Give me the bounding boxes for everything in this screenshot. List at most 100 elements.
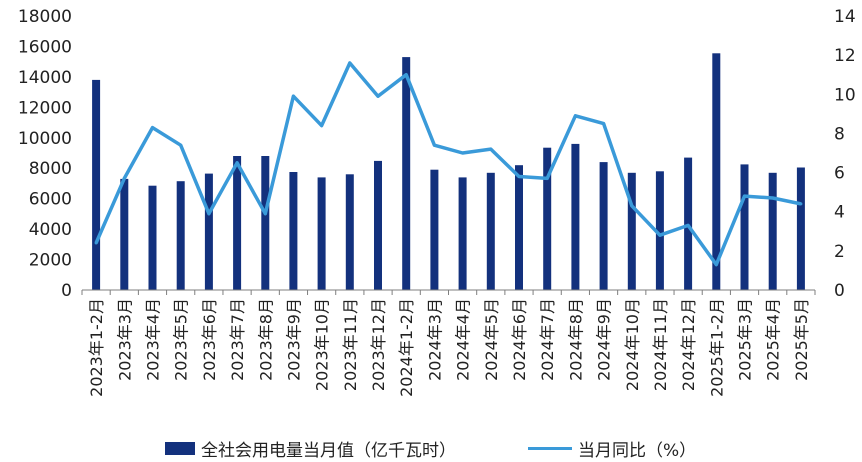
line-point <box>235 161 239 165</box>
x-tick-label: 2025年5月 <box>792 298 811 381</box>
bar <box>92 79 101 291</box>
line-point <box>320 124 324 128</box>
line-point <box>263 212 267 216</box>
bar <box>148 185 157 290</box>
legend-item-line: 当月同比（%） <box>528 436 696 461</box>
bar <box>655 171 664 290</box>
line-point <box>376 94 380 98</box>
y-left-tick-label: 12000 <box>18 98 72 118</box>
x-tick-label: 2024年7月 <box>538 298 557 381</box>
x-tick-label: 2023年1-2月 <box>87 298 106 397</box>
right-y-ticks: 0 2 4 6 8 10 12 14 <box>834 7 856 301</box>
line-point <box>207 212 211 216</box>
bar <box>345 174 354 290</box>
legend-line-label: 当月同比（%） <box>578 441 697 461</box>
x-tick-label: 2023年12月 <box>369 298 388 391</box>
y-right-tick-label: 10 <box>834 85 856 105</box>
line-point <box>573 114 577 118</box>
line-point <box>743 194 746 198</box>
line-point <box>291 94 295 98</box>
bar <box>796 167 805 290</box>
bar <box>571 143 580 290</box>
x-tick-label: 2023年11月 <box>341 298 360 391</box>
bar <box>486 172 495 290</box>
y-right-tick-label: 8 <box>834 124 845 144</box>
x-tick-label: 2024年11月 <box>651 298 670 391</box>
bar <box>233 156 242 290</box>
y-left-tick-label: 10000 <box>18 129 72 149</box>
bar <box>712 53 721 290</box>
line-point <box>799 202 803 206</box>
bar <box>374 160 382 290</box>
x-tick-label: 2024年4月 <box>454 298 473 381</box>
bar <box>317 177 326 290</box>
bar <box>261 156 270 290</box>
bar <box>430 169 439 290</box>
line-point <box>545 176 549 180</box>
line-point <box>714 263 718 267</box>
y-left-tick-label: 18000 <box>18 7 72 27</box>
line-series <box>94 61 803 267</box>
legend: 全社会用电量当月值（亿千瓦时） 当月同比（%） <box>0 432 862 461</box>
y-right-tick-label: 12 <box>834 46 856 66</box>
bar <box>515 165 523 290</box>
x-tick-label: 2024年10月 <box>623 298 642 391</box>
x-tick-label: 2023年5月 <box>172 298 191 381</box>
x-tick-label: 2023年6月 <box>200 298 219 381</box>
line-point <box>517 175 521 178</box>
y-right-tick-label: 6 <box>834 164 845 184</box>
y-left-tick-label: 6000 <box>29 190 72 210</box>
x-tick-label: 2023年8月 <box>256 298 275 381</box>
bar <box>768 172 777 290</box>
line-point <box>432 143 436 147</box>
x-tick-label: 2025年3月 <box>736 298 755 381</box>
line-point <box>771 196 775 200</box>
x-tick-label: 2024年9月 <box>595 298 614 381</box>
x-tick-label: 2023年4月 <box>144 298 163 381</box>
y-left-tick-label: 16000 <box>18 37 72 57</box>
line-point <box>686 223 690 227</box>
x-tick-label: 2024年5月 <box>482 298 501 381</box>
bar <box>599 162 608 290</box>
y-right-tick-label: 0 <box>834 281 845 301</box>
y-left-tick-label: 14000 <box>18 68 72 88</box>
y-left-tick-label: 8000 <box>29 159 72 179</box>
line-point <box>461 151 465 155</box>
x-tick-label: 2024年8月 <box>566 298 585 381</box>
line-point <box>348 61 352 65</box>
legend-item-bar: 全社会用电量当月值（亿千瓦时） <box>165 436 456 461</box>
bar <box>289 172 298 290</box>
line-point <box>658 233 662 237</box>
x-tick-label: 2024年6月 <box>510 298 529 381</box>
y-right-tick-label: 14 <box>834 7 856 27</box>
x-tick-label: 2025年1-2月 <box>707 298 726 397</box>
bar <box>627 172 636 290</box>
legend-bar-swatch <box>165 442 195 455</box>
y-left-tick-label: 0 <box>61 281 72 301</box>
legend-line-swatch <box>528 447 572 450</box>
y-left-tick-label: 4000 <box>29 220 72 240</box>
line-point <box>179 143 183 147</box>
bar <box>740 164 749 290</box>
x-tick-label: 2023年7月 <box>228 298 247 381</box>
line-point <box>404 73 408 77</box>
y-right-tick-label: 4 <box>834 203 845 223</box>
bar <box>543 147 552 290</box>
x-tick-label: 2023年9月 <box>284 298 303 381</box>
line-point <box>151 126 154 130</box>
x-tick-label: 2024年1-2月 <box>397 298 416 397</box>
x-tick-label: 2024年12月 <box>679 298 698 391</box>
bar <box>120 178 129 290</box>
line-point <box>94 241 98 245</box>
x-tick-label: 2023年10月 <box>313 298 332 391</box>
legend-bar-label: 全社会用电量当月值（亿千瓦时） <box>201 441 456 461</box>
bar <box>402 57 411 290</box>
line-point <box>630 204 634 208</box>
bar <box>204 173 213 290</box>
x-tick-label: 2025年4月 <box>764 298 783 381</box>
x-tick-label: 2023年3月 <box>115 298 134 381</box>
axes <box>81 289 816 295</box>
bar-series <box>92 53 805 291</box>
line-point <box>122 176 126 180</box>
